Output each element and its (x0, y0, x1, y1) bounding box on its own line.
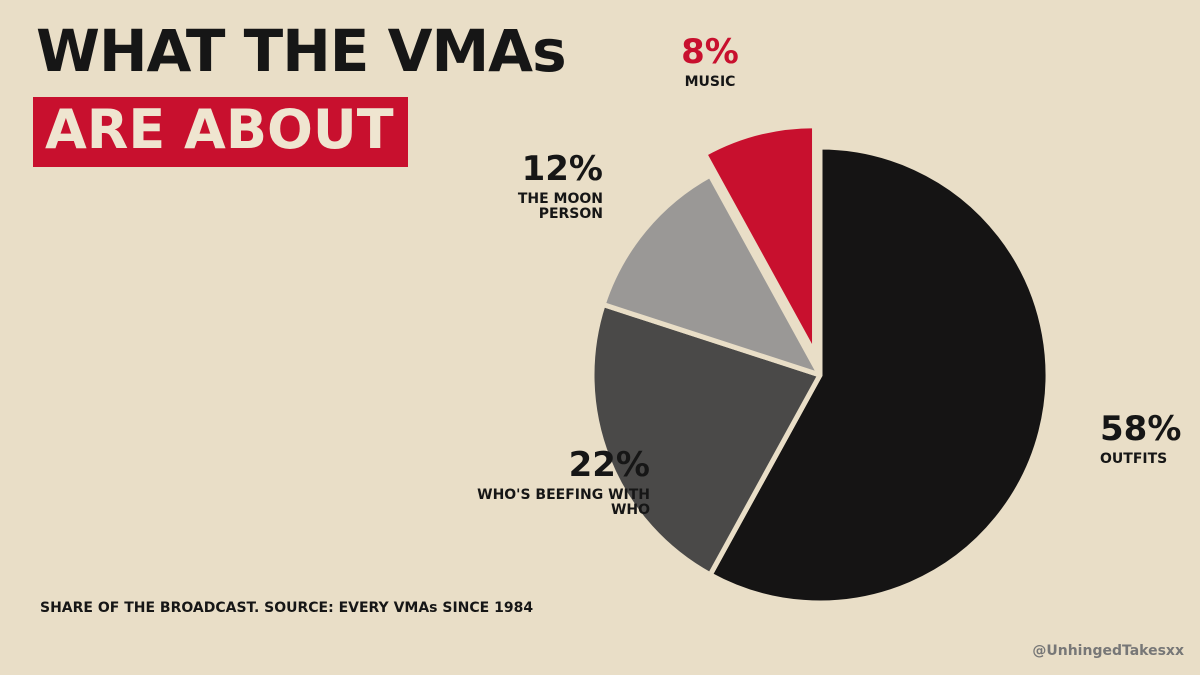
value-label: 22% (568, 445, 650, 485)
slice-label: 12% THE MOON PERSON (493, 152, 603, 223)
category-label: WHO'S BEEFING WITH WHO (477, 487, 650, 519)
pie-slice (589, 302, 823, 578)
slice-label: 58% OUTFITS (1100, 412, 1200, 467)
value-label: 8% (681, 32, 739, 72)
pie-slice (702, 123, 818, 357)
value-label: 12% (521, 149, 603, 189)
category-label: THE MOON PERSON (517, 191, 603, 223)
pie-slice (707, 144, 1051, 606)
slice-label: 22% WHO'S BEEFING WITH WHO (450, 448, 650, 519)
category-label: OUTFITS (1100, 451, 1168, 467)
credit: @UnhingedTakesxx (1032, 643, 1184, 659)
chart-title-highlight: ARE ABOUT (33, 97, 408, 167)
category-label: MUSIC (684, 74, 736, 90)
chart-note: SHARE OF THE BROADCAST. SOURCE: EVERY VM… (40, 600, 534, 616)
chart-title: WHAT THE VMAs (36, 17, 567, 85)
value-label: 58% (1100, 409, 1182, 449)
pie-slice (600, 172, 823, 378)
slice-label: 8% MUSIC (640, 35, 780, 90)
